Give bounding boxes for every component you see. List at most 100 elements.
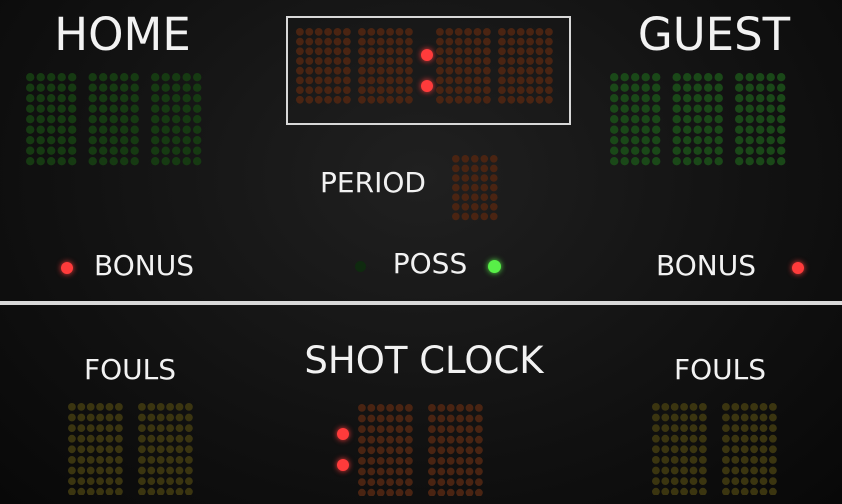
game-clock-led-dot [483,47,491,56]
shot-clock-led-dot [358,404,366,412]
game-clock-led-dot [436,57,444,65]
home-score-led-dot [36,125,45,134]
home-score-led-dot [182,157,191,166]
home-fouls-led-dot [77,434,86,443]
guest-score-led-dot [735,83,744,92]
game-clock-led-dot [314,86,323,94]
guest-score-led-dot [735,136,744,145]
home-score-led-dot [120,94,129,103]
home-fouls-display [68,403,200,495]
game-clock-led-dot [454,76,463,85]
guest-fouls-led-dot [661,434,670,443]
guest-score-led-dot [652,157,661,166]
game-clock-led-dot [464,47,472,56]
guest-score-led-dot [766,115,775,124]
shot-clock-led-dot [446,488,455,496]
guest-score-led-dot [652,94,661,103]
game-clock-led-dot [454,47,463,56]
home-fouls-led-dot [166,413,174,422]
game-clock-led-dot [483,76,491,85]
shot-clock-colon-bottom-dot [337,459,349,471]
game-clock-led-dot [483,37,491,46]
shot-clock-led-dot [446,478,455,486]
guest-fouls-led-dot [769,413,777,422]
guest-score-led-dot [714,136,723,145]
guest-fouls-led-dot [750,456,758,464]
guest-score-led-dot [704,94,713,103]
shot-clock-led-dot [386,457,394,465]
home-fouls-led-dot [138,445,146,454]
home-score-led-dot [151,83,160,92]
game-clock-led-dot [516,47,525,56]
shot-clock-led-dot [456,414,464,423]
home-score-led-dot [161,146,170,155]
home-fouls-led-dot [68,487,76,495]
home-score-led-dot [99,73,108,82]
home-score-led-dot [47,125,56,134]
game-clock-led-dot [358,47,366,56]
home-score-led-dot [130,146,139,155]
shot-clock-led-dot [465,404,474,412]
game-clock-led-dot [333,47,342,56]
game-clock-led-dot [358,37,366,46]
home-score-led-dot [99,157,108,166]
guest-fouls-led-dot [661,466,670,475]
guest-score-led-dot [610,73,619,82]
guest-fouls-led-dot [769,456,777,464]
home-score-led-dot [68,115,77,124]
home-fouls-led-dot [77,466,86,475]
guest-fouls-led-dot [731,456,740,464]
shot-clock-led-dot [395,467,404,476]
period-led-dot [471,193,479,201]
game-clock-led-dot [376,57,385,65]
game-clock-led-dot [305,57,314,65]
home-fouls-led-dot [105,445,114,454]
home-score-led-dot [161,157,170,166]
game-clock-led-dot [305,47,314,56]
shot-clock-display [358,404,490,496]
home-score-led-dot [109,83,118,92]
shot-clock-led-dot [376,435,385,444]
home-score-led-dot [193,115,202,124]
home-score-led-dot [109,157,118,166]
period-led-dot [461,183,470,192]
home-fouls-led-dot [115,424,123,432]
home-fouls-led-dot [115,477,123,485]
shot-clock-led-dot [395,446,404,455]
guest-score-led-dot [620,115,629,124]
guest-fouls-led-dot [769,424,777,432]
shot-clock-led-dot [386,488,394,496]
game-clock-led-dot [358,86,366,94]
game-clock-led-dot [395,95,404,104]
guest-fouls-led-dot [759,413,768,422]
home-score-led-dot [68,125,77,134]
game-clock-led-dot [454,95,463,104]
guest-fouls-led-dot [731,434,740,443]
period-led-dot [490,212,498,221]
home-score-led-dot [109,94,118,103]
guest-score-led-dot [683,125,692,134]
period-led-dot [480,155,489,163]
home-fouls-led-dot [138,466,146,475]
shot-clock-led-dot [465,457,474,465]
game-clock-led-dot [386,37,394,46]
home-fouls-led-dot [147,424,156,432]
home-fouls-led-dot [156,445,165,454]
shot-clock-led-dot [395,478,404,486]
home-score-led-dot [26,136,35,145]
period-led-dot [471,155,479,163]
home-fouls-led-dot [68,413,76,422]
guest-score-led-dot [714,115,723,124]
shot-clock-led-dot [456,446,464,455]
game-clock-led-dot [507,57,516,65]
game-clock-led-dot [498,86,506,94]
game-clock-led-dot [498,47,506,56]
guest-score-led-dot [683,136,692,145]
game-clock-led-dot [343,86,351,94]
shot-clock-led-dot [376,478,385,486]
home-fouls-led-dot [96,413,104,422]
home-score-led-dot [99,83,108,92]
shot-clock-led-dot [386,467,394,476]
guest-score-led-dot [620,94,629,103]
guest-score-led-dot [777,94,786,103]
